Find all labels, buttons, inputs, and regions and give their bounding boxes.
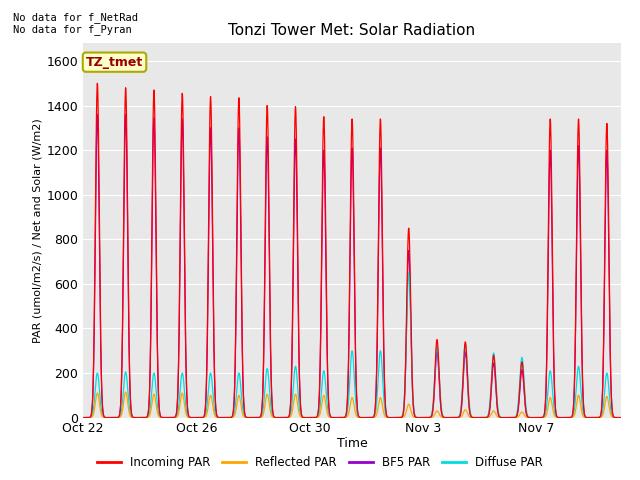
Text: TZ_tmet: TZ_tmet <box>86 56 143 69</box>
Title: Tonzi Tower Met: Solar Radiation: Tonzi Tower Met: Solar Radiation <box>228 23 476 38</box>
Legend: Incoming PAR, Reflected PAR, BF5 PAR, Diffuse PAR: Incoming PAR, Reflected PAR, BF5 PAR, Di… <box>92 452 548 474</box>
Text: No data for f_NetRad
No data for f_Pyran: No data for f_NetRad No data for f_Pyran <box>13 12 138 36</box>
Y-axis label: PAR (umol/m2/s) / Net and Solar (W/m2): PAR (umol/m2/s) / Net and Solar (W/m2) <box>32 118 42 343</box>
X-axis label: Time: Time <box>337 437 367 450</box>
